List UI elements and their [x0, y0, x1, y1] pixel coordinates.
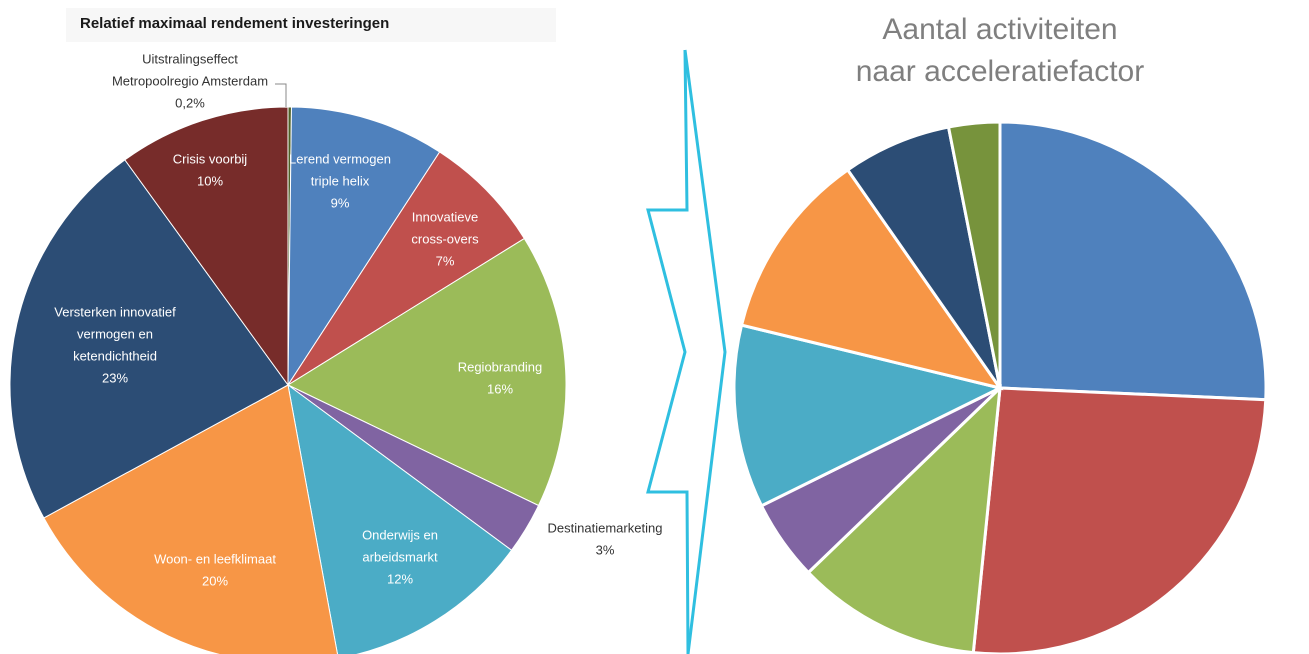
slice-label: Lerend vermogen: [289, 151, 391, 166]
pie-slice: [845, 125, 1002, 389]
slice-value-label: 12%: [387, 571, 413, 586]
slice-label: Versterken innovatief: [54, 304, 176, 319]
title-background: [66, 8, 556, 42]
pie-slice: [971, 386, 1268, 654]
slice-label: Uitstralingseffect: [142, 51, 238, 66]
slice-value-label: 10%: [197, 173, 223, 188]
slice-label: Woon- en leefklimaat: [154, 551, 276, 566]
slice-label: cross-overs: [411, 231, 479, 246]
slice-label: Metropoolregio Amsterdam: [112, 73, 268, 88]
slice-label: triple helix: [311, 173, 370, 188]
slice-label: vermogen en: [77, 326, 153, 341]
pie-slice: [9, 159, 289, 519]
slice-label: ketendichtheid: [73, 348, 157, 363]
pie-slice: [124, 106, 289, 387]
slice-value-label: 7%: [436, 253, 455, 268]
pie-slice: [946, 120, 1002, 389]
arrow: [646, 49, 690, 654]
slice-label: Crisis voorbij: [173, 151, 248, 166]
slice-value-label: 16%: [487, 381, 513, 396]
slice-label: Destinatiemarketing: [548, 520, 663, 535]
slice-label: arbeidsmarkt: [362, 549, 438, 564]
pie-slice: [287, 106, 441, 387]
leader-line: [275, 83, 287, 107]
slice-label: Innovatieve: [412, 209, 479, 224]
pie-slice: [806, 384, 1002, 654]
pie-slice: [43, 384, 338, 654]
pie-slice: [287, 151, 525, 386]
slice-value-label: 0,2%: [175, 95, 205, 110]
chart-title: Aantal activiteiten: [882, 13, 1117, 46]
pie-slice: [287, 383, 513, 654]
slice-value-label: 9%: [331, 195, 350, 210]
pie-slice: [732, 323, 1005, 508]
slice-value-label: 23%: [102, 370, 128, 385]
pie-slice: [739, 167, 1004, 391]
slice-value-label: 3%: [596, 542, 615, 557]
chart-title: Relatief maximaal rendement investeringe…: [80, 15, 389, 32]
pie-slice: [286, 237, 567, 507]
chart-title: naar acceleratiefactor: [856, 55, 1145, 88]
pie-slice: [998, 120, 1268, 402]
slice-label: Onderwijs en: [362, 527, 438, 542]
slice-label: Regiobranding: [458, 359, 543, 374]
arrow: [683, 49, 727, 654]
slice-value-label: 20%: [202, 573, 228, 588]
